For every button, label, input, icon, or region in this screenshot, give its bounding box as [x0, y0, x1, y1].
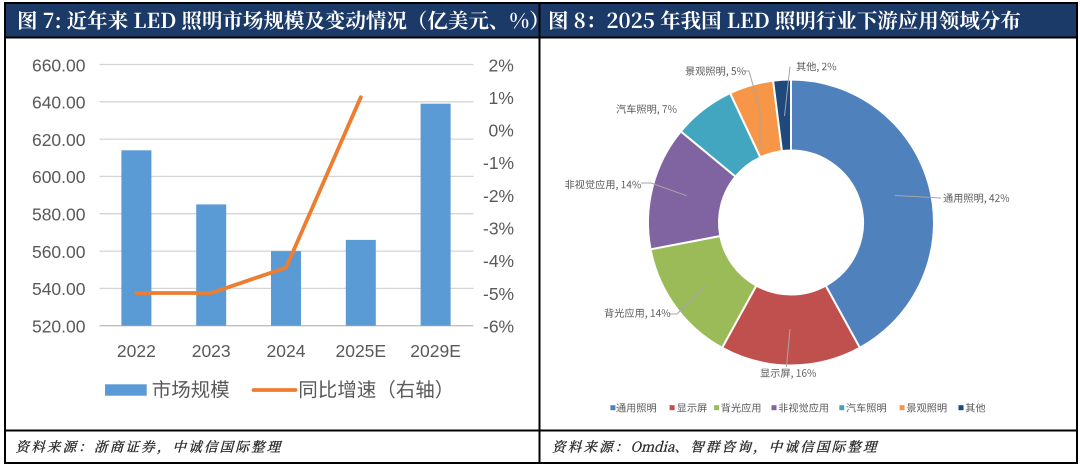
svg-text:2024: 2024 [267, 341, 306, 361]
svg-text:-4%: -4% [483, 251, 514, 271]
svg-text:2%: 2% [489, 55, 514, 75]
svg-text:580.00: 580.00 [32, 205, 86, 225]
svg-text:540.00: 540.00 [32, 279, 86, 299]
svg-text:520.00: 520.00 [32, 317, 86, 337]
svg-text:660.00: 660.00 [32, 55, 86, 75]
svg-text:2025E: 2025E [335, 341, 386, 361]
svg-text:640.00: 640.00 [32, 93, 86, 113]
svg-text:-1%: -1% [483, 153, 514, 173]
svg-text:2022: 2022 [117, 341, 156, 361]
svg-text:2029E: 2029E [410, 341, 461, 361]
svg-text:-2%: -2% [483, 186, 514, 206]
svg-text:620.00: 620.00 [32, 130, 86, 150]
svg-text:-3%: -3% [483, 219, 514, 239]
svg-text:600.00: 600.00 [32, 167, 86, 187]
svg-text:1%: 1% [489, 88, 514, 108]
svg-text:-6%: -6% [483, 317, 514, 337]
svg-text:0%: 0% [489, 121, 514, 141]
svg-text:560.00: 560.00 [32, 242, 86, 262]
svg-text:2023: 2023 [192, 341, 231, 361]
svg-text:-5%: -5% [483, 284, 514, 304]
